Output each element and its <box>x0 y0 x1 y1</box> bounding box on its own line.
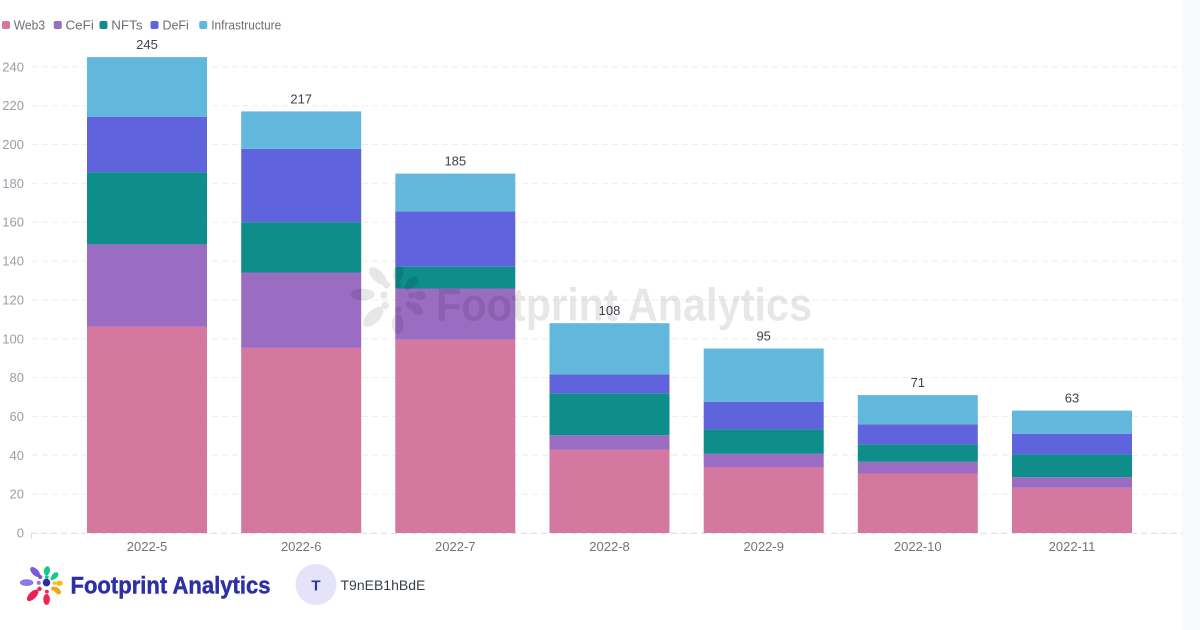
svg-text:217: 217 <box>290 91 312 106</box>
svg-text:2022-10: 2022-10 <box>894 539 942 554</box>
svg-text:0: 0 <box>17 526 24 541</box>
svg-text:100: 100 <box>2 331 24 346</box>
svg-text:DeFi: DeFi <box>163 18 189 33</box>
svg-text:NFTs: NFTs <box>111 18 143 33</box>
svg-text:2022-8: 2022-8 <box>589 539 629 554</box>
svg-text:140: 140 <box>2 254 24 269</box>
svg-text:71: 71 <box>911 375 925 390</box>
svg-text:220: 220 <box>2 98 24 113</box>
svg-text:2022-5: 2022-5 <box>127 539 167 554</box>
svg-text:Infrastructure: Infrastructure <box>211 18 281 33</box>
svg-text:Footprint Analytics: Footprint Analytics <box>436 279 812 331</box>
svg-text:Footprint Analytics: Footprint Analytics <box>71 573 271 600</box>
svg-text:2022-6: 2022-6 <box>281 539 321 554</box>
svg-text:95: 95 <box>756 329 770 344</box>
svg-text:185: 185 <box>444 154 466 169</box>
svg-text:180: 180 <box>2 176 24 191</box>
svg-text:200: 200 <box>2 137 24 152</box>
svg-text:80: 80 <box>10 370 24 385</box>
svg-text:2022-9: 2022-9 <box>743 539 783 554</box>
svg-text:160: 160 <box>2 215 24 230</box>
svg-text:63: 63 <box>1065 391 1079 406</box>
svg-text:2022-7: 2022-7 <box>435 539 475 554</box>
svg-text:245: 245 <box>136 37 158 52</box>
svg-text:108: 108 <box>599 303 621 318</box>
svg-text:T9nEB1hBdE: T9nEB1hBdE <box>341 577 426 593</box>
svg-text:2022-11: 2022-11 <box>1049 539 1096 554</box>
svg-text:CeFi: CeFi <box>66 18 94 33</box>
svg-text:120: 120 <box>2 292 24 307</box>
svg-text:T: T <box>311 578 320 595</box>
svg-text:Web3: Web3 <box>14 18 45 33</box>
svg-text:20: 20 <box>10 487 24 502</box>
svg-text:60: 60 <box>10 409 24 424</box>
svg-text:40: 40 <box>10 448 24 463</box>
svg-text:240: 240 <box>2 59 24 74</box>
